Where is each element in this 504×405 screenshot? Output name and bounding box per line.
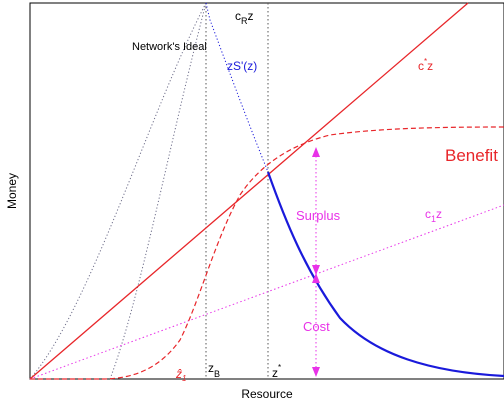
network-ideal-curve-inner bbox=[109, 2, 207, 380]
cr-z-label: cRz bbox=[235, 9, 254, 26]
cstar-z-line bbox=[29, 2, 469, 380]
benefit-label: Benefit bbox=[445, 146, 498, 165]
zB-label: zB bbox=[208, 361, 220, 379]
zhat1-label: ẑ1 bbox=[175, 367, 186, 383]
cost-arrow-head-down bbox=[312, 367, 320, 377]
c1-z-label: c1z bbox=[425, 207, 442, 224]
cost-arrow-head-up bbox=[312, 273, 320, 283]
zSprime-solid-curve bbox=[266, 171, 504, 378]
surplus-arrow-head-up bbox=[312, 147, 320, 157]
zSprime-label: zS'(z) bbox=[227, 59, 257, 73]
cost-label: Cost bbox=[303, 319, 330, 334]
plot-frame bbox=[29, 2, 504, 380]
c1-z-line bbox=[29, 204, 504, 380]
zSprime-dotted-curve bbox=[205, 2, 269, 173]
cstar-z-label: c*z bbox=[418, 57, 433, 73]
surplus-label: Surplus bbox=[296, 208, 341, 223]
network-ideal-label: Network's Ideal bbox=[132, 41, 207, 53]
surplus-arrow-head-down bbox=[312, 265, 320, 275]
benefit-curve bbox=[30, 126, 504, 380]
zstar-label: z* bbox=[272, 363, 281, 380]
y-axis-label: Money bbox=[5, 173, 19, 209]
x-axis-label: Resource bbox=[241, 387, 293, 401]
network-ideal-curve-outer bbox=[29, 2, 207, 380]
